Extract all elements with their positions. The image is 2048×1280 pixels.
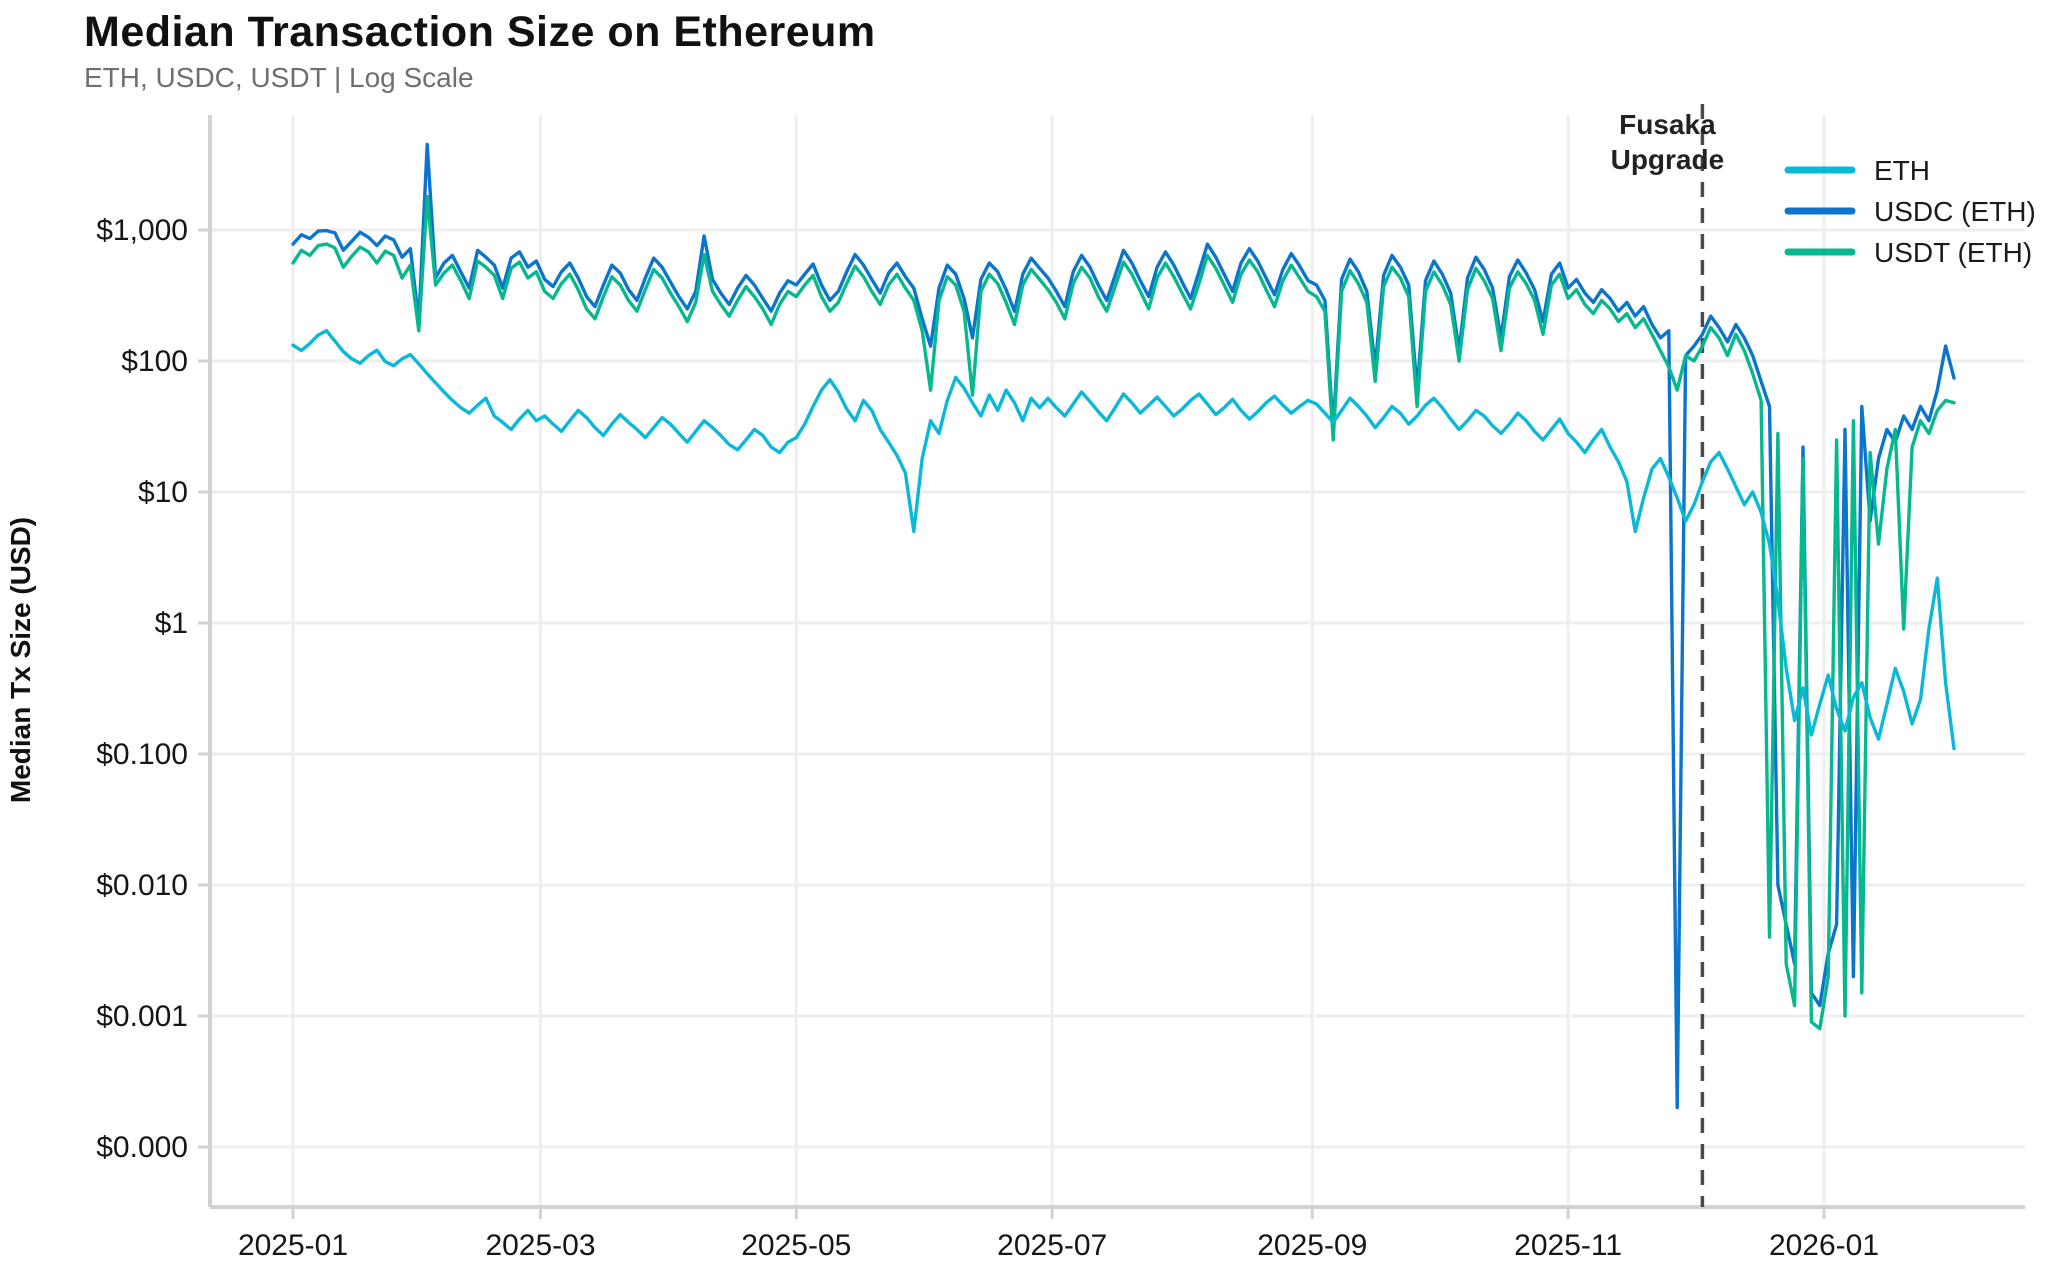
fusaka-annotation-line2: Upgrade <box>1611 144 1725 175</box>
y-tick-label: $0.010 <box>96 869 188 902</box>
series-usdt-eth <box>291 194 1956 1031</box>
y-tick-label: $0.100 <box>96 738 188 771</box>
y-tick-label: $1,000 <box>96 214 188 247</box>
x-tick-label: 2025-05 <box>741 1229 851 1262</box>
x-tick-label: 2025-09 <box>1257 1229 1367 1262</box>
fusaka-annotation-line1: Fusaka <box>1619 109 1716 140</box>
legend-label: ETH <box>1874 155 1930 186</box>
x-tick-label: 2026-01 <box>1769 1229 1879 1262</box>
x-tick-label: 2025-03 <box>485 1229 595 1262</box>
y-tick-label: $0.001 <box>96 1000 188 1033</box>
x-tick-label: 2025-01 <box>238 1229 348 1262</box>
chart-title: Median Transaction Size on Ethereum <box>84 8 876 56</box>
legend-label: USDT (ETH) <box>1874 237 2032 268</box>
y-tick-label: $100 <box>121 345 188 378</box>
series-eth <box>291 329 1956 751</box>
x-tick-label: 2025-07 <box>997 1229 1107 1262</box>
y-axis-title: Median Tx Size (USD) <box>5 517 36 803</box>
chart-subtitle: ETH, USDC, USDT | Log Scale <box>84 62 474 93</box>
y-tick-label: $1 <box>155 607 188 640</box>
series-usdc-eth <box>291 142 1956 1110</box>
y-tick-label: $0.000 <box>96 1131 188 1164</box>
y-tick-label: $10 <box>138 476 188 509</box>
x-tick-label: 2025-11 <box>1514 1229 1622 1262</box>
legend-label: USDC (ETH) <box>1874 196 2036 227</box>
